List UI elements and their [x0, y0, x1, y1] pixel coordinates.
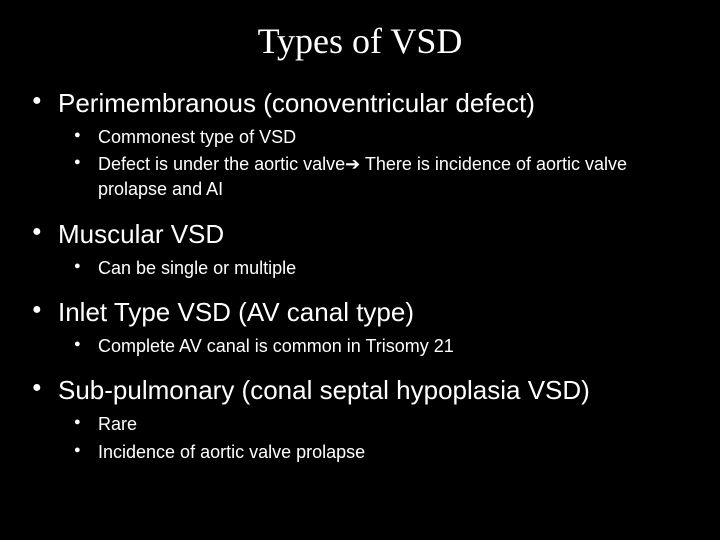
item-heading: Perimembranous (conoventricular defect)	[58, 88, 535, 118]
sub-item: Incidence of aortic valve prolapse	[98, 440, 690, 465]
item-heading: Muscular VSD	[58, 219, 224, 249]
list-item: Inlet Type VSD (AV canal type) Complete …	[58, 295, 690, 359]
list-item: Muscular VSD Can be single or multiple	[58, 217, 690, 281]
slide-title: Types of VSD	[30, 20, 690, 62]
sub-item: Can be single or multiple	[98, 256, 690, 281]
sub-item: Commonest type of VSD	[98, 125, 690, 150]
item-heading: Sub-pulmonary (conal septal hypoplasia V…	[58, 375, 590, 405]
sub-item: Defect is under the aortic valve➔ There …	[98, 152, 690, 202]
sub-item: Complete AV canal is common in Trisomy 2…	[98, 334, 690, 359]
sub-list: Can be single or multiple	[58, 256, 690, 281]
bullet-list: Perimembranous (conoventricular defect) …	[30, 86, 690, 465]
sub-list: Rare Incidence of aortic valve prolapse	[58, 412, 690, 464]
item-heading: Inlet Type VSD (AV canal type)	[58, 297, 414, 327]
list-item: Sub-pulmonary (conal septal hypoplasia V…	[58, 373, 690, 464]
sub-list: Commonest type of VSD Defect is under th…	[58, 125, 690, 203]
sub-list: Complete AV canal is common in Trisomy 2…	[58, 334, 690, 359]
sub-item: Rare	[98, 412, 690, 437]
list-item: Perimembranous (conoventricular defect) …	[58, 86, 690, 203]
slide: Types of VSD Perimembranous (conoventric…	[0, 0, 720, 540]
